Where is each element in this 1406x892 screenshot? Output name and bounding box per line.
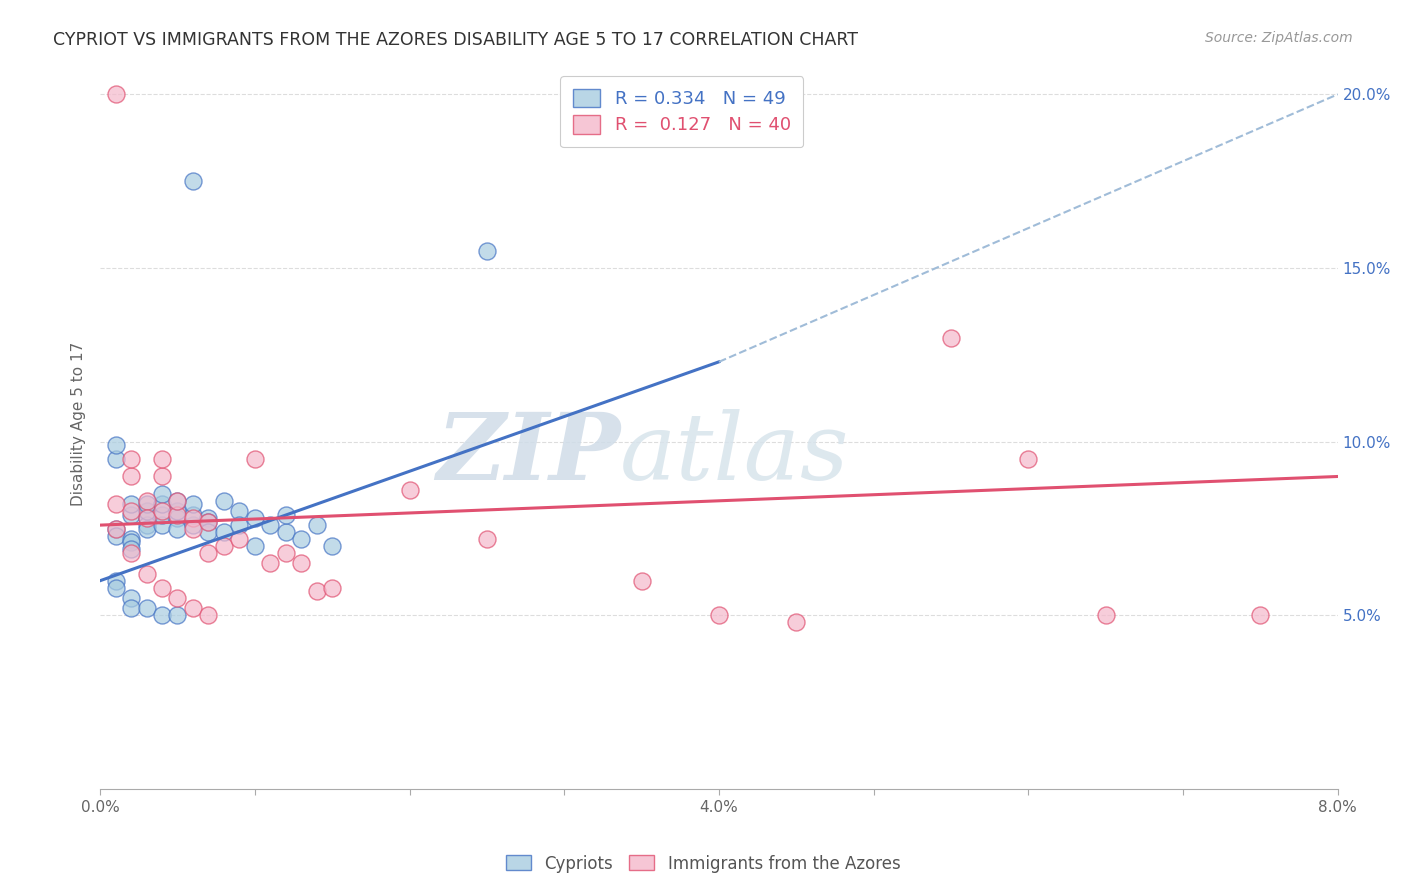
Text: ZIP: ZIP [436, 409, 620, 499]
Point [707, 608, 730, 623]
Point [120, 469, 142, 483]
Point [243, 539, 266, 553]
Point [475, 532, 498, 546]
Point [120, 532, 142, 546]
Point [212, 524, 235, 539]
Point [305, 518, 328, 533]
Point [228, 518, 250, 533]
Point [150, 469, 173, 483]
Point [135, 518, 157, 533]
Point [197, 511, 219, 525]
Point [104, 522, 127, 536]
Point [181, 508, 204, 522]
Point [181, 511, 204, 525]
Point [228, 532, 250, 546]
Text: atlas: atlas [620, 409, 849, 499]
Point [274, 546, 297, 560]
Point [290, 532, 312, 546]
Text: CYPRIOT VS IMMIGRANTS FROM THE AZORES DISABILITY AGE 5 TO 17 CORRELATION CHART: CYPRIOT VS IMMIGRANTS FROM THE AZORES DI… [53, 31, 859, 49]
Point [120, 591, 142, 605]
Point [135, 511, 157, 525]
Point [135, 566, 157, 581]
Point [150, 487, 173, 501]
Point [166, 493, 188, 508]
Point [150, 608, 173, 623]
Point [150, 581, 173, 595]
Point [120, 497, 142, 511]
Point [197, 524, 219, 539]
Point [166, 493, 188, 508]
Point [135, 497, 157, 511]
Point [150, 504, 173, 518]
Point [228, 504, 250, 518]
Point [259, 557, 281, 571]
Point [120, 504, 142, 518]
Point [1249, 608, 1271, 623]
Point [181, 601, 204, 615]
Point [305, 584, 328, 599]
Point [1017, 452, 1039, 467]
Point [181, 522, 204, 536]
Point [197, 546, 219, 560]
Point [166, 591, 188, 605]
Point [166, 511, 188, 525]
Point [150, 518, 173, 533]
Point [166, 522, 188, 536]
Legend: R = 0.334   N = 49, R =  0.127   N = 40: R = 0.334 N = 49, R = 0.127 N = 40 [561, 76, 803, 147]
Point [398, 483, 420, 498]
Point [181, 497, 204, 511]
Point [212, 539, 235, 553]
Point [630, 574, 652, 588]
Point [181, 518, 204, 533]
Point [197, 515, 219, 529]
Point [150, 508, 173, 522]
Point [1094, 608, 1116, 623]
Point [321, 581, 343, 595]
Point [321, 539, 343, 553]
Point [290, 557, 312, 571]
Point [166, 504, 188, 518]
Text: Source: ZipAtlas.com: Source: ZipAtlas.com [1205, 31, 1353, 45]
Point [135, 522, 157, 536]
Point [120, 535, 142, 549]
Point [104, 452, 127, 467]
Y-axis label: Disability Age 5 to 17: Disability Age 5 to 17 [72, 343, 86, 507]
Point [135, 601, 157, 615]
Point [104, 581, 127, 595]
Point [785, 615, 807, 630]
Point [104, 574, 127, 588]
Point [135, 504, 157, 518]
Point [135, 511, 157, 525]
Point [243, 511, 266, 525]
Point [259, 518, 281, 533]
Point [475, 244, 498, 258]
Point [150, 497, 173, 511]
Point [243, 452, 266, 467]
Point [120, 452, 142, 467]
Legend: Cypriots, Immigrants from the Azores: Cypriots, Immigrants from the Azores [499, 848, 907, 880]
Point [181, 174, 204, 188]
Point [120, 542, 142, 557]
Point [104, 497, 127, 511]
Point [104, 522, 127, 536]
Point [150, 452, 173, 467]
Point [274, 524, 297, 539]
Point [939, 330, 962, 344]
Point [197, 608, 219, 623]
Point [120, 546, 142, 560]
Point [135, 493, 157, 508]
Point [120, 601, 142, 615]
Point [166, 608, 188, 623]
Point [274, 508, 297, 522]
Point [166, 508, 188, 522]
Point [104, 87, 127, 102]
Point [197, 515, 219, 529]
Point [104, 438, 127, 452]
Point [212, 493, 235, 508]
Point [120, 508, 142, 522]
Point [104, 528, 127, 542]
